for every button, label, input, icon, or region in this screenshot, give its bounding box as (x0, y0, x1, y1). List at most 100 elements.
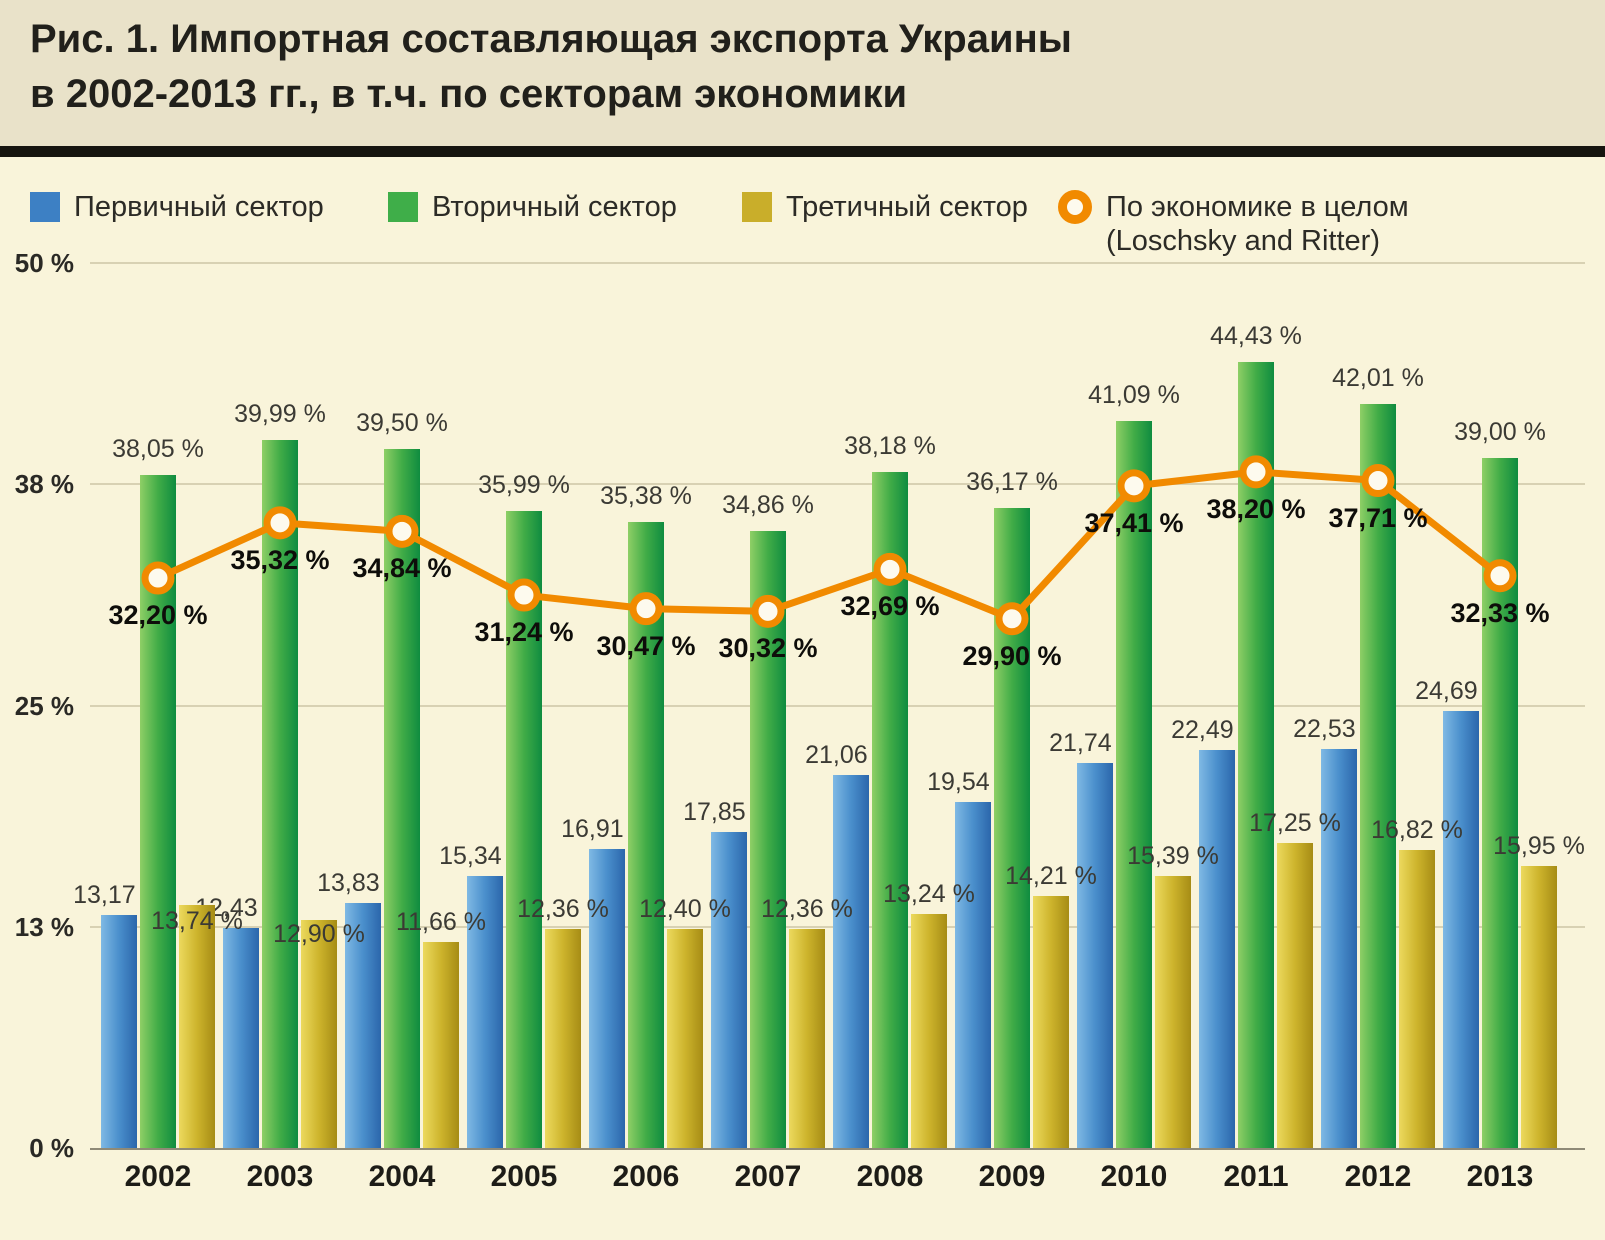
bar-value-label-tertiary: 12,36 % (517, 895, 609, 924)
economy-line-marker (629, 592, 663, 626)
bar-value-label-tertiary: 12,40 % (639, 894, 731, 923)
legend-ring-marker (1058, 190, 1092, 224)
figure-title-line2: в 2002-2013 гг., в т.ч. по секторам экон… (30, 72, 908, 117)
bar-value-label-secondary: 42,01 % (1332, 364, 1424, 393)
bar-primary (711, 832, 747, 1148)
legend-item-economy-total: По экономике в целом (Loschsky and Ritte… (1058, 190, 1409, 258)
economy-line-value-label: 37,71 % (1328, 502, 1428, 533)
bar-secondary (750, 530, 786, 1148)
bar-tertiary (911, 913, 947, 1148)
bar-primary (1077, 763, 1113, 1148)
bar-primary (1199, 749, 1235, 1148)
bar-value-label-tertiary: 14,21 % (1005, 862, 1097, 891)
economy-line-marker (1239, 455, 1273, 489)
bar-value-label-secondary: 39,00 % (1454, 417, 1546, 446)
bar-value-label-secondary: 41,09 % (1088, 380, 1180, 409)
gridline (90, 483, 1585, 486)
bar-tertiary (301, 919, 337, 1148)
bar-value-label-tertiary: 11,66 % (396, 907, 486, 936)
economy-line-marker (995, 602, 1029, 636)
bar-value-label-tertiary: 12,36 % (761, 895, 853, 924)
economy-line-marker (1117, 469, 1151, 503)
legend-swatch-secondary (388, 192, 418, 222)
bar-secondary (384, 448, 420, 1148)
bar-value-label-secondary: 39,50 % (356, 408, 448, 437)
bar-value-label-tertiary: 17,25 % (1249, 808, 1341, 837)
x-axis-year-label: 2011 (1223, 1160, 1289, 1193)
figure-title-line1: Рис. 1. Импортная составляющая экспорта … (30, 17, 1072, 61)
bar-tertiary (179, 904, 215, 1148)
legend-label-economy-line1: По экономике в целом (1106, 191, 1409, 223)
x-axis-year-label: 2002 (124, 1160, 192, 1193)
x-axis-year-label: 2004 (368, 1160, 436, 1193)
legend-swatch-primary (30, 192, 60, 222)
bar-secondary (506, 510, 542, 1148)
bar-value-label-tertiary: 12,90 % (273, 919, 365, 948)
x-axis-line (90, 1148, 1585, 1150)
bar-value-label-secondary: 36,17 % (966, 467, 1058, 496)
x-axis-year-label: 2006 (612, 1160, 680, 1193)
bar-tertiary (789, 929, 825, 1148)
economy-line-value-label: 38,20 % (1206, 493, 1306, 524)
x-axis-year-label: 2012 (1344, 1160, 1412, 1193)
legend: Первичный сектор Вторичный сектор Третич… (0, 190, 1605, 274)
bar-value-label-tertiary: 15,95 % (1493, 831, 1585, 860)
gridline (90, 704, 1585, 707)
economy-line-value-label: 30,47 % (596, 630, 696, 661)
bar-value-label-secondary: 39,99 % (234, 400, 326, 429)
economy-line-marker (751, 594, 785, 628)
economy-line-marker (1361, 464, 1395, 498)
figure-title: Рис. 1. Импортная составляющая экспорта … (30, 12, 1072, 122)
bar-primary (833, 775, 869, 1148)
legend-label-primary: Первичный сектор (74, 191, 324, 223)
economy-line-marker (263, 506, 297, 540)
economy-line-value-label: 32,20 % (108, 600, 208, 631)
bar-value-label-secondary: 35,99 % (478, 470, 570, 499)
bar-value-label-tertiary: 16,82 % (1371, 816, 1463, 845)
y-axis-tick-label: 50 % (14, 248, 74, 278)
bar-value-label-tertiary: 15,39 % (1127, 841, 1219, 870)
bar-tertiary (1277, 842, 1313, 1148)
economy-line-marker (1483, 559, 1517, 593)
economy-line-marker (507, 578, 541, 612)
legend-label-economy-total: По экономике в целом (Loschsky and Ritte… (1106, 190, 1409, 258)
bar-tertiary (1399, 850, 1435, 1148)
economy-line-value-label: 34,84 % (352, 553, 452, 584)
y-axis-tick-label: 25 % (14, 690, 74, 721)
bar-value-label-tertiary: 13,24 % (883, 879, 975, 908)
economy-line (154, 468, 1504, 623)
title-divider (0, 146, 1605, 157)
economy-line-marker (873, 552, 907, 586)
economy-line-marker (385, 514, 419, 548)
bar-tertiary (667, 928, 703, 1148)
economy-line-value-label: 29,90 % (962, 640, 1062, 671)
economy-line-value-label: 37,41 % (1084, 507, 1184, 538)
legend-item-tertiary: Третичный сектор (742, 190, 1028, 224)
legend-item-primary: Первичный сектор (30, 190, 324, 224)
x-axis-year-label: 2005 (490, 1160, 558, 1193)
economy-line-value-label: 31,24 % (474, 617, 574, 648)
y-axis-tick-label: 13 % (14, 911, 74, 942)
bar-secondary (1116, 420, 1152, 1148)
bar-secondary (628, 521, 664, 1148)
bar-tertiary (1155, 875, 1191, 1148)
bar-secondary (1360, 404, 1396, 1148)
economy-line-marker (141, 561, 175, 595)
bar-tertiary (1521, 865, 1557, 1148)
bar-tertiary (545, 929, 581, 1148)
legend-label-tertiary: Третичный сектор (786, 191, 1028, 223)
x-axis-year-label: 2003 (246, 1160, 314, 1193)
bar-value-label-secondary: 44,43 % (1210, 321, 1302, 350)
bar-primary (1321, 749, 1357, 1148)
bar-secondary (1238, 361, 1274, 1148)
legend-item-secondary: Вторичный сектор (388, 190, 677, 224)
bar-primary (589, 848, 625, 1148)
x-axis-year-label: 2010 (1100, 1160, 1168, 1193)
bar-value-label-secondary: 38,18 % (844, 432, 936, 461)
gridline (90, 262, 1585, 264)
economy-line-value-label: 32,69 % (840, 591, 940, 622)
bar-tertiary (1033, 896, 1069, 1148)
